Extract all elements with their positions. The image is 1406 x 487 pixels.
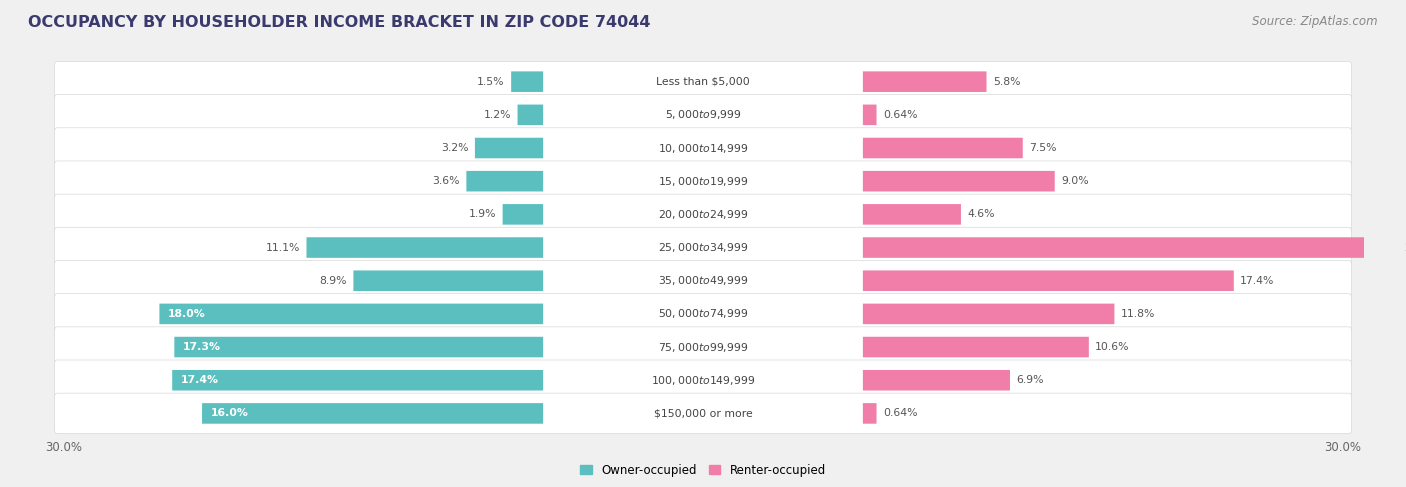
FancyBboxPatch shape: [863, 105, 876, 125]
FancyBboxPatch shape: [517, 105, 543, 125]
FancyBboxPatch shape: [174, 337, 543, 357]
Text: $75,000 to $99,999: $75,000 to $99,999: [658, 340, 748, 354]
FancyBboxPatch shape: [55, 294, 1351, 334]
Text: 11.1%: 11.1%: [266, 243, 299, 253]
FancyBboxPatch shape: [159, 303, 543, 324]
FancyBboxPatch shape: [863, 370, 1010, 391]
FancyBboxPatch shape: [353, 270, 543, 291]
Text: 18.0%: 18.0%: [167, 309, 205, 319]
Text: $100,000 to $149,999: $100,000 to $149,999: [651, 374, 755, 387]
Legend: Owner-occupied, Renter-occupied: Owner-occupied, Renter-occupied: [575, 459, 831, 482]
Text: 6.9%: 6.9%: [1017, 375, 1043, 385]
Text: $150,000 or more: $150,000 or more: [654, 409, 752, 418]
Text: 9.0%: 9.0%: [1062, 176, 1088, 186]
Text: $10,000 to $14,999: $10,000 to $14,999: [658, 142, 748, 154]
Text: 1.9%: 1.9%: [468, 209, 496, 219]
FancyBboxPatch shape: [55, 128, 1351, 168]
Text: 4.6%: 4.6%: [967, 209, 995, 219]
FancyBboxPatch shape: [55, 393, 1351, 433]
Text: 0.64%: 0.64%: [883, 110, 917, 120]
FancyBboxPatch shape: [55, 194, 1351, 235]
FancyBboxPatch shape: [55, 161, 1351, 202]
FancyBboxPatch shape: [307, 237, 543, 258]
Text: $15,000 to $19,999: $15,000 to $19,999: [658, 175, 748, 187]
FancyBboxPatch shape: [502, 204, 543, 225]
Text: OCCUPANCY BY HOUSEHOLDER INCOME BRACKET IN ZIP CODE 74044: OCCUPANCY BY HOUSEHOLDER INCOME BRACKET …: [28, 15, 651, 30]
Text: 10.6%: 10.6%: [1095, 342, 1130, 352]
Text: 11.8%: 11.8%: [1121, 309, 1156, 319]
FancyBboxPatch shape: [863, 171, 1054, 191]
Text: $25,000 to $34,999: $25,000 to $34,999: [658, 241, 748, 254]
FancyBboxPatch shape: [475, 138, 543, 158]
FancyBboxPatch shape: [202, 403, 543, 424]
Text: 3.6%: 3.6%: [433, 176, 460, 186]
Text: $35,000 to $49,999: $35,000 to $49,999: [658, 274, 748, 287]
Text: Source: ZipAtlas.com: Source: ZipAtlas.com: [1253, 15, 1378, 28]
Text: 16.0%: 16.0%: [211, 409, 249, 418]
Text: $20,000 to $24,999: $20,000 to $24,999: [658, 208, 748, 221]
FancyBboxPatch shape: [863, 237, 1398, 258]
Text: 17.4%: 17.4%: [1240, 276, 1275, 286]
Text: 5.8%: 5.8%: [993, 76, 1021, 87]
FancyBboxPatch shape: [863, 303, 1115, 324]
Text: 1.5%: 1.5%: [477, 76, 505, 87]
FancyBboxPatch shape: [512, 72, 543, 92]
FancyBboxPatch shape: [863, 337, 1088, 357]
Text: 25.1%: 25.1%: [1405, 243, 1406, 253]
FancyBboxPatch shape: [863, 270, 1234, 291]
FancyBboxPatch shape: [863, 72, 987, 92]
Text: 0.64%: 0.64%: [883, 409, 917, 418]
FancyBboxPatch shape: [55, 94, 1351, 135]
FancyBboxPatch shape: [55, 360, 1351, 400]
FancyBboxPatch shape: [55, 261, 1351, 301]
FancyBboxPatch shape: [172, 370, 543, 391]
FancyBboxPatch shape: [55, 61, 1351, 102]
Text: Less than $5,000: Less than $5,000: [657, 76, 749, 87]
Text: 1.2%: 1.2%: [484, 110, 512, 120]
FancyBboxPatch shape: [863, 138, 1022, 158]
Text: $5,000 to $9,999: $5,000 to $9,999: [665, 108, 741, 121]
Text: $50,000 to $74,999: $50,000 to $74,999: [658, 307, 748, 320]
Text: 17.4%: 17.4%: [181, 375, 219, 385]
FancyBboxPatch shape: [55, 327, 1351, 367]
FancyBboxPatch shape: [863, 403, 876, 424]
FancyBboxPatch shape: [55, 227, 1351, 268]
FancyBboxPatch shape: [467, 171, 543, 191]
Text: 8.9%: 8.9%: [319, 276, 347, 286]
FancyBboxPatch shape: [863, 204, 960, 225]
Text: 3.2%: 3.2%: [441, 143, 468, 153]
Text: 7.5%: 7.5%: [1029, 143, 1057, 153]
Text: 17.3%: 17.3%: [183, 342, 221, 352]
